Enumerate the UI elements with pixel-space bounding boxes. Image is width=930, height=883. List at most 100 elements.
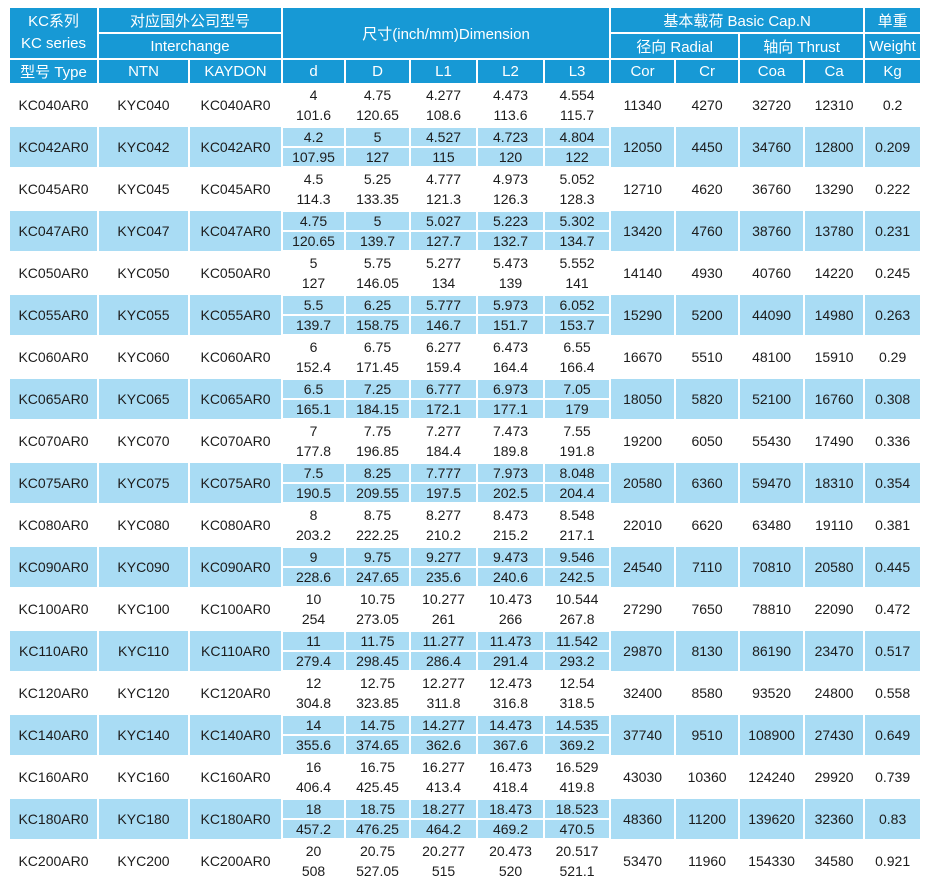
cell-L1: 7.777 197.5 [411, 463, 477, 503]
L1-inch-value: 20.277 [411, 842, 477, 860]
cell-kaydon: KC180AR0 [190, 799, 282, 839]
column-header-D: D [346, 60, 410, 83]
L1-inch-value: 5.777 [411, 296, 477, 314]
D-inch-value: 11.75 [346, 632, 410, 650]
cell-L1: 18.277 464.2 [411, 799, 477, 839]
D-inch-value: 4.75 [346, 86, 410, 104]
cell-kaydon: KC047AR0 [190, 211, 282, 251]
cell-L3: 8.048 204.4 [545, 463, 610, 503]
cell-cor: 29870 [611, 631, 675, 671]
cell-L1: 5.277 134 [411, 253, 477, 293]
cell-L3: 16.529 419.8 [545, 757, 610, 797]
cell-d: 7 177.8 [283, 421, 345, 461]
cell-ntn: KYC100 [99, 589, 188, 629]
cell-kaydon: KC040AR0 [190, 85, 282, 125]
header-weight-en: Weight [865, 34, 921, 58]
cell-L1: 7.277 184.4 [411, 421, 477, 461]
d-inch-value: 11 [283, 632, 345, 650]
cell-L2: 12.473 316.8 [478, 673, 544, 713]
cell-D: 7.25 184.15 [346, 379, 410, 419]
cell-ntn: KYC042 [99, 127, 188, 167]
cell-cr: 7650 [676, 589, 739, 629]
cell-L3: 8.548 217.1 [545, 505, 610, 545]
L2-mm-value: 291.4 [478, 652, 544, 670]
cell-cor: 20580 [611, 463, 675, 503]
d-mm-value: 355.6 [283, 736, 345, 754]
cell-ca: 19110 [805, 505, 864, 545]
column-header-L1: L1 [411, 60, 477, 83]
cell-L2: 8.473 215.2 [478, 505, 544, 545]
L2-inch-value: 9.473 [478, 548, 544, 566]
cell-type: KC180AR0 [10, 799, 97, 839]
cell-cor: 14140 [611, 253, 675, 293]
cell-kaydon: KC050AR0 [190, 253, 282, 293]
d-mm-value: 228.6 [283, 568, 345, 586]
cell-type: KC070AR0 [10, 421, 97, 461]
L2-inch-value: 4.973 [478, 170, 544, 188]
cell-L1: 11.277 286.4 [411, 631, 477, 671]
cell-L3: 7.05 179 [545, 379, 610, 419]
L3-mm-value: 115.7 [545, 106, 610, 124]
L1-mm-value: 121.3 [411, 190, 477, 208]
cell-ntn: KYC080 [99, 505, 188, 545]
cell-cor: 11340 [611, 85, 675, 125]
L1-inch-value: 6.277 [411, 338, 477, 356]
L2-mm-value: 113.6 [478, 106, 544, 124]
cell-D: 10.75 273.05 [346, 589, 410, 629]
cell-d: 11 279.4 [283, 631, 345, 671]
cell-d: 7.5 190.5 [283, 463, 345, 503]
cell-ntn: KYC075 [99, 463, 188, 503]
cell-D: 6.75 171.45 [346, 337, 410, 377]
table-row: KC110AR0 KYC110 KC110AR0 11 279.4 11.75 … [10, 631, 921, 671]
cell-d: 5.5 139.7 [283, 295, 345, 335]
L3-inch-value: 20.517 [545, 842, 610, 860]
d-mm-value: 114.3 [283, 190, 345, 208]
cell-L1: 14.277 362.6 [411, 715, 477, 755]
d-inch-value: 5 [283, 254, 345, 272]
cell-kaydon: KC120AR0 [190, 673, 282, 713]
L1-mm-value: 159.4 [411, 358, 477, 376]
d-mm-value: 120.65 [283, 232, 345, 250]
L2-inch-value: 6.973 [478, 380, 544, 398]
cell-ca: 24800 [805, 673, 864, 713]
L1-mm-value: 146.7 [411, 316, 477, 334]
cell-ca: 29920 [805, 757, 864, 797]
cell-coa: 38760 [740, 211, 804, 251]
L1-mm-value: 261 [411, 610, 477, 628]
D-inch-value: 7.75 [346, 422, 410, 440]
cell-type: KC055AR0 [10, 295, 97, 335]
column-header-cr: Cr [676, 60, 739, 83]
D-mm-value: 323.85 [346, 694, 410, 712]
L2-inch-value: 4.473 [478, 86, 544, 104]
L2-mm-value: 139 [478, 274, 544, 292]
cell-coa: 108900 [740, 715, 804, 755]
L2-inch-value: 5.473 [478, 254, 544, 272]
cell-L2: 5.973 151.7 [478, 295, 544, 335]
L2-inch-value: 7.473 [478, 422, 544, 440]
L2-mm-value: 120 [478, 148, 544, 166]
D-inch-value: 10.75 [346, 590, 410, 608]
cell-kg: 0.209 [865, 127, 921, 167]
D-inch-value: 5.25 [346, 170, 410, 188]
cell-ca: 20580 [805, 547, 864, 587]
L2-inch-value: 12.473 [478, 674, 544, 692]
L3-inch-value: 10.544 [545, 590, 610, 608]
cell-coa: 139620 [740, 799, 804, 839]
cell-L3: 18.523 470.5 [545, 799, 610, 839]
cell-ntn: KYC120 [99, 673, 188, 713]
D-mm-value: 209.55 [346, 484, 410, 502]
L3-inch-value: 5.052 [545, 170, 610, 188]
header-interchange-en: Interchange [99, 34, 282, 58]
L3-mm-value: 166.4 [545, 358, 610, 376]
cell-cr: 4760 [676, 211, 739, 251]
cell-ca: 34580 [805, 841, 864, 881]
cell-ca: 22090 [805, 589, 864, 629]
d-inch-value: 20 [283, 842, 345, 860]
L3-mm-value: 153.7 [545, 316, 610, 334]
cell-cor: 13420 [611, 211, 675, 251]
L2-inch-value: 10.473 [478, 590, 544, 608]
L2-inch-value: 8.473 [478, 506, 544, 524]
column-header-L3: L3 [545, 60, 610, 83]
cell-cr: 11960 [676, 841, 739, 881]
cell-cr: 4450 [676, 127, 739, 167]
